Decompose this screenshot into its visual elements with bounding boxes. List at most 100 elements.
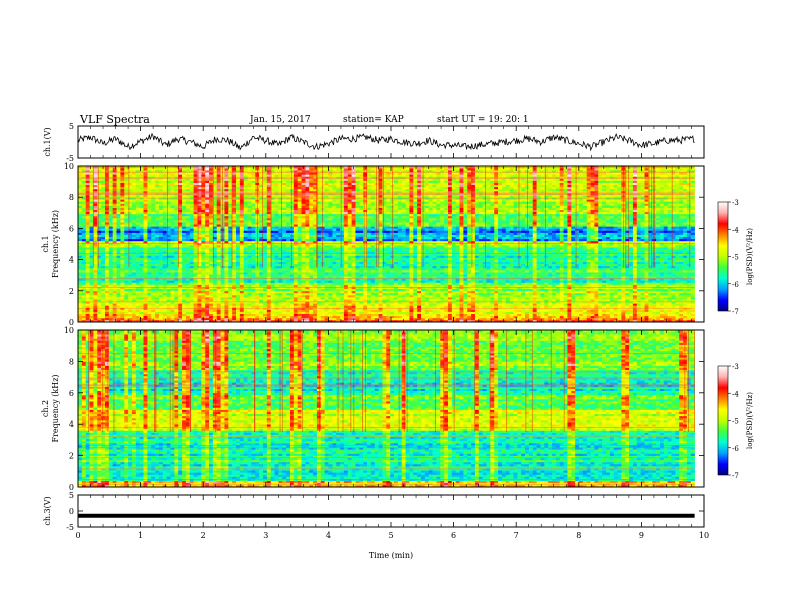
spectrogram-cell: [510, 272, 514, 274]
spectrogram-cell: [471, 291, 475, 293]
spectrogram-cell: [228, 312, 232, 314]
spectrogram-cell: [82, 266, 86, 268]
spectrogram-cell: [494, 282, 498, 284]
spectrogram-cell: [259, 301, 263, 303]
spectrogram-cell: [409, 303, 413, 305]
spectrogram-cell: [598, 272, 602, 274]
spectrogram-cell: [629, 310, 633, 312]
spectrogram-cell: [386, 262, 390, 264]
spectrogram-cell: [194, 289, 198, 291]
spectrogram-cell: [113, 272, 117, 274]
spectrogram-cell: [128, 316, 132, 318]
spectrogram-cell: [144, 318, 148, 320]
spectrogram-cell: [232, 285, 236, 287]
spectrogram-cell: [413, 274, 417, 276]
spectrogram-cell: [421, 270, 425, 272]
spectrogram-cell: [78, 266, 82, 268]
spectrogram-cell: [352, 291, 356, 293]
spectrogram-cell: [120, 268, 124, 270]
spectrogram-cell: [155, 282, 159, 284]
spectrogram-cell: [344, 262, 348, 264]
spectrogram-cell: [587, 285, 591, 287]
spectrogram-cell: [124, 268, 128, 270]
spectrogram-cell: [348, 310, 352, 312]
spectrogram-cell: [637, 291, 641, 293]
spectrogram-cell: [224, 270, 228, 272]
spectrogram-cell: [675, 289, 679, 291]
spectrogram-cell: [174, 291, 178, 293]
spectrogram-cell: [182, 318, 186, 320]
spectrogram-cell: [645, 293, 649, 295]
spectrogram-cell: [271, 301, 275, 303]
spectrogram-cell: [606, 274, 610, 276]
spectrogram-cell: [224, 258, 228, 260]
spectrogram-cell: [155, 305, 159, 307]
spectrogram-cell: [340, 285, 344, 287]
spectrogram-cell: [101, 299, 105, 301]
spectrogram-cell: [633, 305, 637, 307]
spectrogram-cell: [475, 260, 479, 262]
spectrogram-cell: [298, 258, 302, 260]
spectrogram-cell: [282, 316, 286, 318]
spectrogram-cell: [490, 287, 494, 289]
spectrogram-cell: [132, 270, 136, 272]
spectrogram-cell: [355, 272, 359, 274]
spectrogram-cell: [490, 272, 494, 274]
spectrogram-cell: [340, 316, 344, 318]
spectrogram-cell: [637, 297, 641, 299]
spectrogram-cell: [641, 310, 645, 312]
spectrogram-cell: [182, 295, 186, 297]
spectrogram-cell: [571, 274, 575, 276]
spectrogram-cell: [97, 289, 101, 291]
spectrogram-cell: [544, 295, 548, 297]
spectrogram-cell: [105, 285, 109, 287]
spectrogram-cell: [332, 293, 336, 295]
spectrogram-cell: [444, 287, 448, 289]
spectrogram-cell: [117, 297, 121, 299]
spectrogram-cell: [240, 285, 244, 287]
spectrogram-cell: [671, 289, 675, 291]
spectrogram-cell: [367, 305, 371, 307]
spectrogram-cell: [583, 274, 587, 276]
spectrogram-cell: [567, 303, 571, 305]
spectrogram-cell: [533, 270, 537, 272]
spectrogram-cell: [344, 274, 348, 276]
spectrogram-cell: [648, 303, 652, 305]
spectrogram-cell: [652, 270, 656, 272]
spectrogram-cell: [167, 280, 171, 282]
spectrogram-cell: [352, 314, 356, 316]
spectrogram-cell: [170, 272, 174, 274]
spectrogram-cell: [556, 274, 560, 276]
spectrogram-cell: [425, 287, 429, 289]
spectrogram-cell: [502, 270, 506, 272]
spectrogram-cell: [217, 301, 221, 303]
spectrogram-cell: [413, 310, 417, 312]
spectrogram-cell: [467, 314, 471, 316]
spectrogram-cell: [413, 297, 417, 299]
spectrogram-cell: [498, 303, 502, 305]
spectrogram-cell: [529, 289, 533, 291]
spectrogram-cell: [213, 305, 217, 307]
spectrogram-cell: [93, 301, 97, 303]
spectrogram-cell: [456, 264, 460, 266]
spectrogram-cell: [641, 266, 645, 268]
spectrogram-cell: [460, 316, 464, 318]
spectrogram-cell: [86, 274, 90, 276]
spectrogram-cell: [317, 316, 321, 318]
spectrogram-cell: [120, 262, 124, 264]
spectrogram-cell: [190, 274, 194, 276]
spectrogram-cell: [209, 258, 213, 260]
spectrogram-cell: [244, 282, 248, 284]
spectrogram-cell: [271, 274, 275, 276]
spectrogram-cell: [390, 289, 394, 291]
spectrogram-cell: [641, 280, 645, 282]
spectrogram-cell: [567, 264, 571, 266]
spectrogram-cell: [182, 312, 186, 314]
spectrogram-cell: [221, 293, 225, 295]
spectrogram-cell: [275, 303, 279, 305]
spectrogram-cell: [120, 260, 124, 262]
spectrogram-cell: [544, 268, 548, 270]
spectrogram-cell: [97, 285, 101, 287]
spectrogram-cell: [275, 291, 279, 293]
spectrogram-cell: [610, 299, 614, 301]
